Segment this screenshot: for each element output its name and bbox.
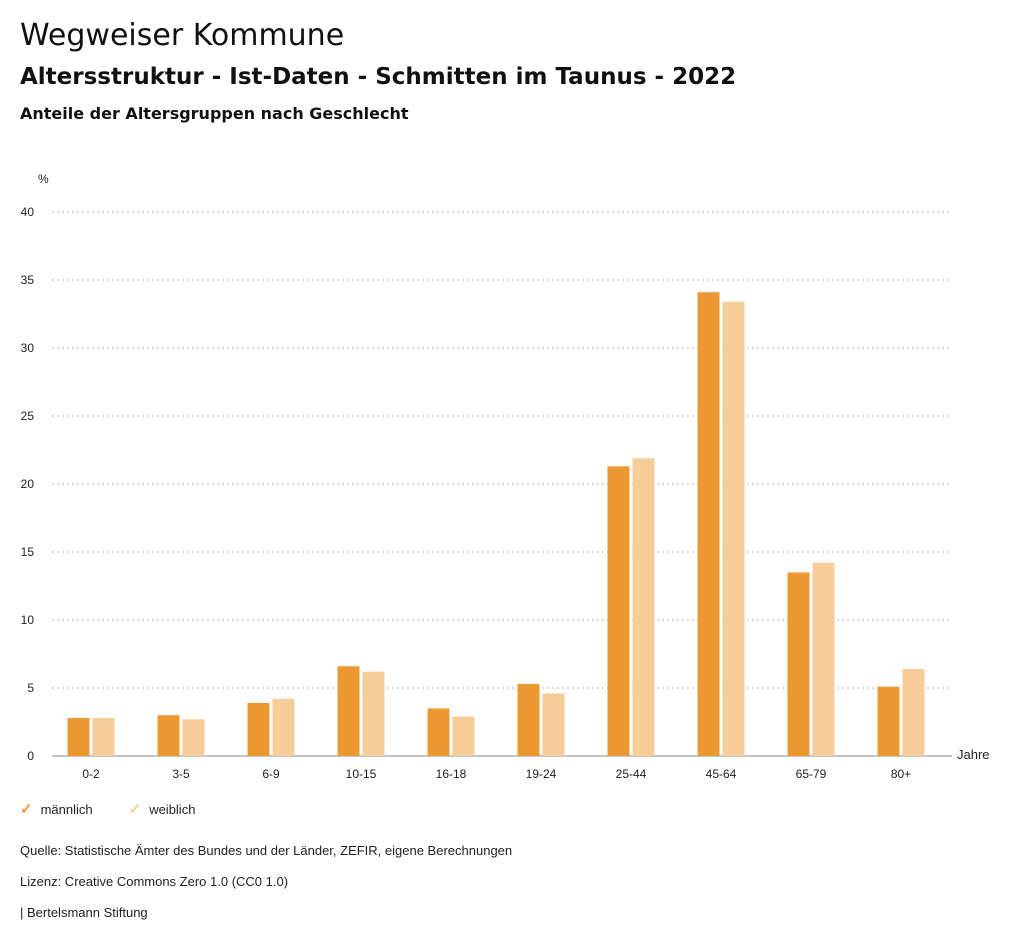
y-tick-label: 25: [21, 409, 35, 423]
license-note: Lizenz: Creative Commons Zero 1.0 (CC0 1…: [20, 874, 289, 889]
check-icon: ✓: [128, 801, 142, 818]
bar-weiblich-65-79: [812, 562, 835, 756]
legend-item-weiblich[interactable]: ✓ weiblich: [129, 802, 196, 817]
legend-label: weiblich: [149, 802, 196, 817]
y-tick-label: 30: [21, 341, 35, 355]
bar-maennlich-6-9: [247, 702, 270, 756]
x-tick-label: 6-9: [262, 767, 280, 781]
bar-maennlich-10-15: [337, 666, 360, 756]
bar-maennlich-0-2: [67, 717, 90, 756]
y-tick-label: 35: [21, 273, 35, 287]
bar-weiblich-3-5: [182, 719, 205, 756]
bar-maennlich-19-24: [517, 683, 540, 756]
x-tick-label: 19-24: [526, 767, 557, 781]
source-note: Quelle: Statistische Ämter des Bundes un…: [20, 843, 513, 858]
bar-weiblich-45-64: [722, 301, 745, 756]
publisher-note: | Bertelsmann Stiftung: [20, 905, 148, 920]
bar-weiblich-10-15: [362, 671, 385, 756]
chart-description: Anteile der Altersgruppen nach Geschlech…: [20, 104, 409, 123]
bar-maennlich-3-5: [157, 715, 180, 756]
y-tick-label: 0: [27, 749, 34, 763]
bar-chart: 0 5 10 15 20 25 30 35 40% Jahre 0-2 3-5 6-9 10-15 16-1…: [21, 172, 990, 781]
page-title: Wegweiser Kommune: [20, 18, 345, 53]
legend-label: männlich: [40, 802, 93, 817]
bar-maennlich-45-64: [697, 292, 720, 756]
y-tick-label: 15: [21, 545, 35, 559]
y-tick-label: 5: [27, 681, 34, 695]
x-tick-label: 3-5: [172, 767, 190, 781]
y-axis-label: %: [38, 172, 49, 186]
x-tick-label: 16-18: [436, 767, 467, 781]
check-icon: ✓: [20, 801, 33, 818]
y-tick-label: 40: [21, 205, 35, 219]
bar-maennlich-80+: [877, 686, 900, 756]
x-tick-label: 65-79: [796, 767, 827, 781]
bar-weiblich-19-24: [542, 693, 565, 756]
x-axis-label: Jahre: [957, 747, 990, 762]
chart-subtitle: Altersstruktur - Ist-Daten - Schmitten i…: [20, 64, 737, 90]
x-tick-label: 10-15: [346, 767, 377, 781]
bar-maennlich-65-79: [787, 572, 810, 756]
chart-legend: ✓ männlich ✓ weiblich: [20, 802, 195, 817]
y-tick-label: 20: [21, 477, 35, 491]
bar-maennlich-25-44: [607, 466, 630, 756]
legend-item-maennlich[interactable]: ✓ männlich: [20, 802, 93, 817]
y-tick-label: 10: [21, 613, 35, 627]
bar-weiblich-0-2: [92, 717, 115, 756]
bar-weiblich-6-9: [272, 698, 295, 756]
x-tick-label: 0-2: [82, 767, 100, 781]
bar-maennlich-16-18: [427, 708, 450, 756]
bar-weiblich-25-44: [632, 458, 655, 756]
bar-weiblich-80+: [902, 668, 925, 756]
bar-weiblich-16-18: [452, 716, 475, 756]
x-tick-label: 45-64: [706, 767, 737, 781]
x-tick-label: 25-44: [616, 767, 647, 781]
x-tick-label: 80+: [891, 767, 911, 781]
